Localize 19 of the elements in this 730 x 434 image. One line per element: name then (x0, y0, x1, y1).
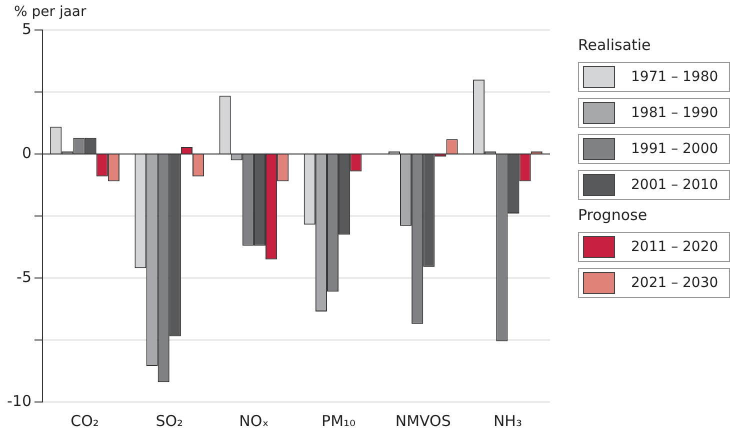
x-tick-label: PM₁₀ (322, 412, 356, 430)
y-tick-label: -10 (7, 392, 32, 410)
x-tick-label: NH₃ (493, 412, 522, 430)
legend-label: 1981 – 1990 (631, 105, 718, 121)
x-tick-label: SO₂ (156, 412, 184, 430)
x-tick-label: NMVOS (395, 412, 451, 430)
legend-label: 1991 – 2000 (631, 141, 718, 157)
legend-title: Realisatie (578, 36, 652, 54)
legend-label: 2021 – 2030 (631, 275, 718, 291)
x-tick-label: NOₓ (239, 412, 269, 430)
y-tick-label: 0 (22, 144, 32, 162)
text: Prognose (578, 206, 648, 224)
y-tick-label: -5 (16, 268, 32, 286)
y-axis-title: % per jaar (14, 4, 86, 20)
legend-label: 2001 – 2010 (631, 177, 718, 193)
x-tick-label: CO₂ (70, 412, 99, 430)
y-tick-label: 5 (22, 20, 32, 38)
legend-label: 1971 – 1980 (631, 69, 718, 85)
legend-label: 2011 – 2020 (631, 239, 718, 255)
